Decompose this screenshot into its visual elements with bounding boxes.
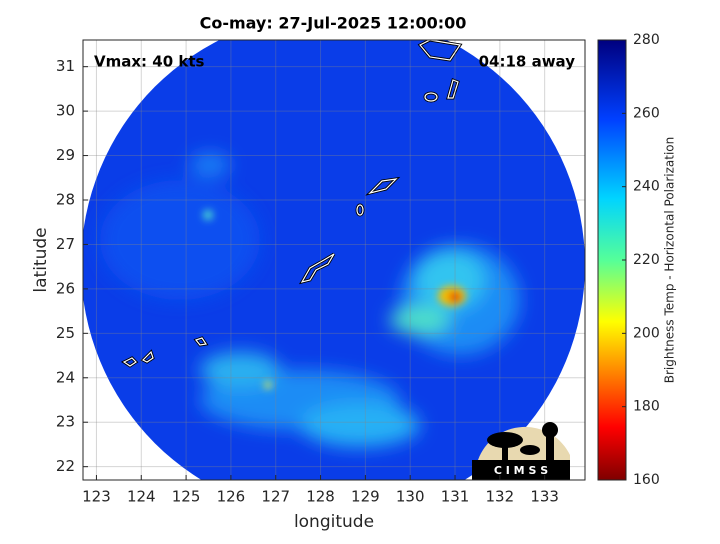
x-tick-label: 124 xyxy=(127,488,156,506)
x-tick-label: 133 xyxy=(530,488,559,506)
logo-text: C I M S S xyxy=(494,464,548,477)
x-tick-label: 131 xyxy=(441,488,470,506)
x-tick-label: 127 xyxy=(261,488,290,506)
cimss-logo: C I M S S xyxy=(472,422,570,480)
y-axis-label: latitude xyxy=(31,227,51,292)
colorbar-tick-label: 240 xyxy=(633,179,660,195)
x-tick-label: 132 xyxy=(486,488,515,506)
vmax-annotation: Vmax: 40 kts xyxy=(94,53,204,71)
y-tick-label: 27 xyxy=(56,235,75,253)
y-tick-label: 23 xyxy=(56,413,75,431)
y-tick-label: 31 xyxy=(56,57,75,75)
y-tick-label: 22 xyxy=(56,457,75,475)
colorbar-tick-label: 180 xyxy=(633,399,660,415)
time-annotation: 04:18 away xyxy=(479,53,576,71)
x-tick-label: 129 xyxy=(351,488,380,506)
satellite-image xyxy=(83,40,585,480)
colorbar-tick-label: 200 xyxy=(633,325,660,341)
x-tick-label: 123 xyxy=(82,488,111,506)
colorbar-tick-label: 260 xyxy=(633,105,660,121)
x-tick-label: 126 xyxy=(217,488,246,506)
y-tick-label: 26 xyxy=(56,279,75,297)
colorbar-tick-label: 220 xyxy=(633,252,660,268)
y-tick-label: 25 xyxy=(56,324,75,342)
colorbar-label: Brightness Temp - Horizontal Polarizatio… xyxy=(663,137,677,384)
colorbar-tick-label: 160 xyxy=(633,472,660,488)
y-tick-label: 29 xyxy=(56,146,75,164)
title: Co-may: 27-Jul-2025 12:00:00 xyxy=(200,14,467,33)
colorbar-tick-label: 280 xyxy=(633,32,660,48)
plot-frame xyxy=(82,39,586,481)
x-tick-label: 128 xyxy=(306,488,335,506)
y-tick-label: 30 xyxy=(56,102,75,120)
colorbar xyxy=(597,39,627,481)
x-tick-label: 125 xyxy=(172,488,201,506)
x-axis-label: longitude xyxy=(294,512,374,532)
grid xyxy=(83,40,585,480)
y-tick-label: 28 xyxy=(56,191,75,209)
y-tick-label: 24 xyxy=(56,368,75,386)
x-tick-label: 130 xyxy=(396,488,425,506)
